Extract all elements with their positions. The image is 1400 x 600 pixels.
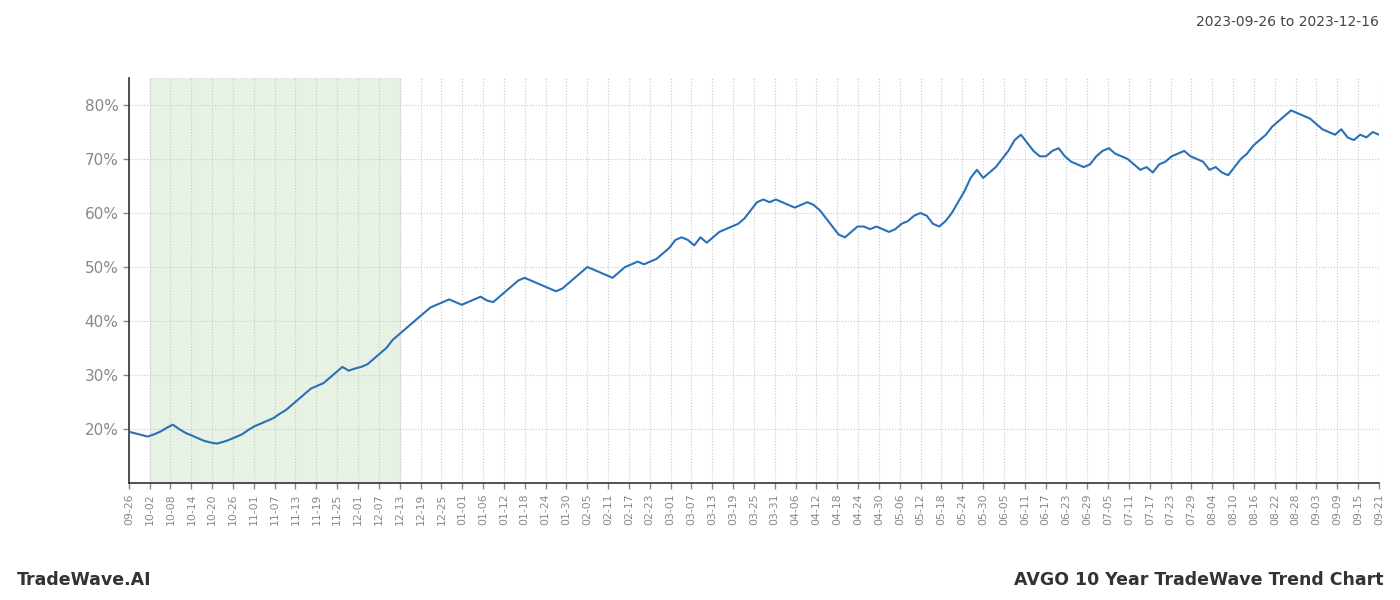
- Bar: [150, 78, 399, 483]
- Text: TradeWave.AI: TradeWave.AI: [17, 571, 151, 589]
- Text: 2023-09-26 to 2023-12-16: 2023-09-26 to 2023-12-16: [1196, 15, 1379, 29]
- Text: AVGO 10 Year TradeWave Trend Chart: AVGO 10 Year TradeWave Trend Chart: [1014, 571, 1383, 589]
